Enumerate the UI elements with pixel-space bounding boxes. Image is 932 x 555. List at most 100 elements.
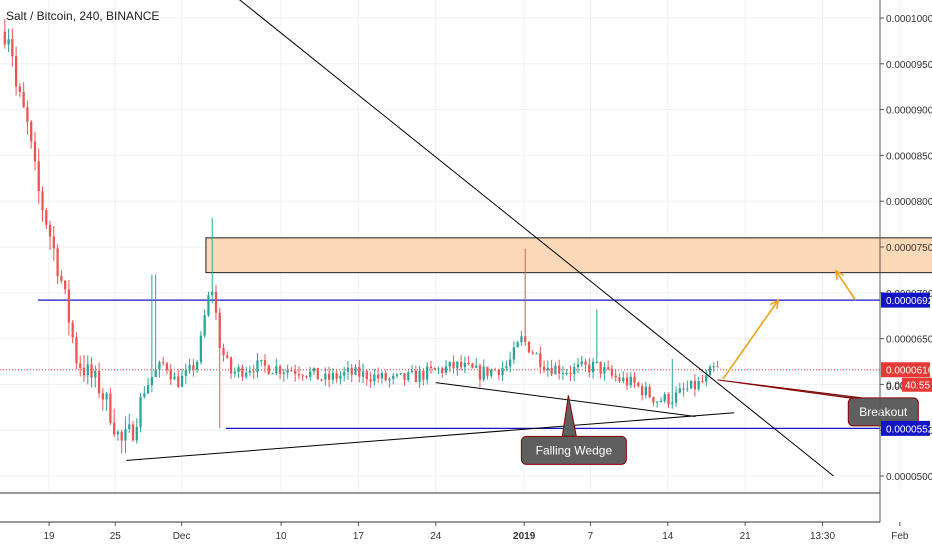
candle-body <box>204 315 206 335</box>
candle-body <box>705 375 707 381</box>
candle-body <box>430 366 432 368</box>
candle-body <box>373 374 375 381</box>
candle-body <box>509 360 511 367</box>
candle-body <box>143 393 145 397</box>
candle-body <box>532 352 534 353</box>
candle-body <box>505 366 507 368</box>
candle-body <box>256 360 258 372</box>
candle-body <box>305 376 307 377</box>
candle-body <box>226 355 228 357</box>
candle-body <box>366 371 368 379</box>
candle-body <box>64 281 66 289</box>
candle-body <box>23 92 25 107</box>
x-tick-label: 21 <box>740 531 752 542</box>
candle-body <box>460 362 462 367</box>
candle-body <box>260 360 262 361</box>
candle-body <box>56 248 58 276</box>
candle-body <box>675 393 677 403</box>
candle-body <box>328 374 330 380</box>
candle-body <box>554 366 556 374</box>
x-tick-label: 25 <box>110 531 122 542</box>
candle-body <box>618 378 620 382</box>
candle-body <box>41 191 43 210</box>
candle-body <box>550 368 552 375</box>
candle-body <box>637 383 639 386</box>
candle-body <box>652 397 654 402</box>
candle-body <box>649 387 651 397</box>
candle-body <box>468 363 470 364</box>
candle-body <box>339 375 341 378</box>
x-tick-label: Feb <box>891 531 909 542</box>
candle-body <box>622 378 624 381</box>
candle-body <box>128 424 130 429</box>
candle-body <box>294 371 296 374</box>
candle-body <box>158 362 160 370</box>
candle-body <box>105 394 107 400</box>
candle-body <box>79 363 81 367</box>
candle-body <box>94 371 96 377</box>
candle-body <box>441 368 443 373</box>
horizontal-levels-layer <box>0 300 880 428</box>
candle-body <box>686 388 688 389</box>
candle-body <box>253 371 255 372</box>
x-tick-label: 10 <box>275 531 287 542</box>
callout-label: Falling Wedge <box>536 443 613 457</box>
x-tick-label: 19 <box>43 531 55 542</box>
candle-body <box>566 373 568 374</box>
candle-body <box>320 379 322 380</box>
candle-body <box>275 366 277 373</box>
candle-body <box>713 366 715 367</box>
candle-body <box>196 362 198 370</box>
candle-body <box>513 347 515 359</box>
candle-body <box>166 363 168 370</box>
resistance-zone-layer <box>206 238 932 273</box>
candle-body <box>701 381 703 382</box>
candle-body <box>400 373 402 374</box>
candle-body <box>19 86 21 91</box>
x-tick-label: 17 <box>353 531 365 542</box>
candle-body <box>682 388 684 389</box>
candle-body <box>49 225 51 237</box>
candle-body <box>407 372 409 380</box>
candle-body <box>279 366 281 373</box>
countdown-label: 40:55 <box>905 381 930 392</box>
candles-layer <box>4 19 719 454</box>
candle-body <box>528 342 530 353</box>
candle-body <box>690 381 692 389</box>
candle-body <box>381 373 383 378</box>
y-tick-label: 0.0000850 <box>886 151 932 162</box>
candle-body <box>562 373 564 374</box>
projection-arrow <box>836 271 856 300</box>
candle-body <box>547 368 549 370</box>
candle-body <box>60 276 62 281</box>
candle-body <box>68 289 70 322</box>
candle-body <box>464 363 466 367</box>
candle-body <box>109 394 111 423</box>
candle-body <box>698 381 700 389</box>
candle-body <box>588 365 590 372</box>
x-tick-label: 7 <box>588 531 594 542</box>
candle-body <box>694 381 696 390</box>
last-price-badge-label: 0.0000616 <box>886 366 932 377</box>
candle-body <box>422 371 424 380</box>
candle-body <box>641 386 643 395</box>
candle-body <box>75 337 77 363</box>
candle-body <box>377 374 379 378</box>
candle-body <box>90 364 92 377</box>
candle-body <box>569 373 571 374</box>
candle-body <box>192 365 194 370</box>
candle-body <box>626 378 628 386</box>
y-tick-label: 0.0000650 <box>886 335 932 346</box>
candle-body <box>185 370 187 375</box>
candle-body <box>38 161 40 191</box>
candle-body <box>98 371 100 393</box>
candle-body <box>671 403 673 405</box>
candle-body <box>249 371 251 373</box>
candle-body <box>102 393 104 399</box>
candle-body <box>392 376 394 379</box>
candle-body <box>434 368 436 370</box>
candle-body <box>237 367 239 372</box>
candle-body <box>539 353 541 367</box>
